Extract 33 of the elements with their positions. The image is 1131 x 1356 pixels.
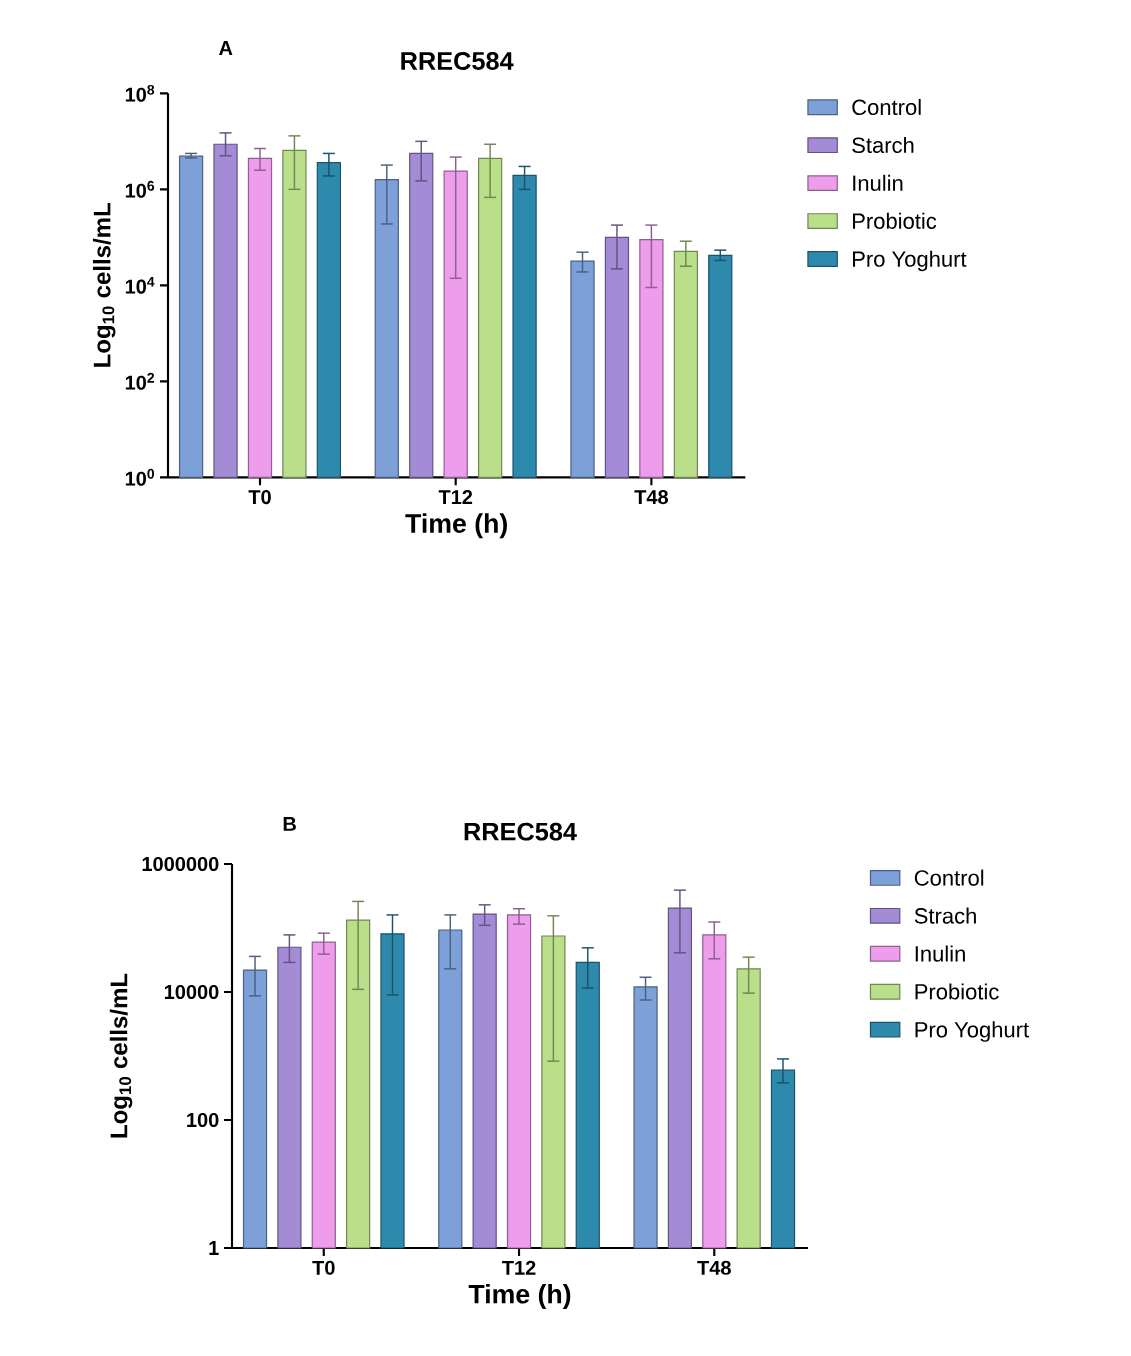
y-tick-label: 100	[187, 1112, 219, 1128]
text: A	[219, 41, 233, 55]
x-tick-label: T0	[312, 1260, 335, 1275]
legend-label: Probiotic	[853, 212, 937, 229]
x-axis-title: Time (h)	[468, 1284, 571, 1309]
y-tick-label: 10$^{4}$	[126, 276, 155, 294]
x-tick-label: T12	[502, 1260, 536, 1275]
legend-label: Probiotic	[915, 983, 999, 1000]
x-axis-title: Time (h)	[405, 513, 508, 539]
legend-label: Strach	[914, 907, 977, 924]
legend-label: Control	[852, 98, 921, 116]
x-tick-label: T48	[697, 1260, 732, 1275]
legend-label: Pro Yoghurt	[853, 250, 967, 272]
legend-label: Inulin	[853, 174, 903, 191]
x-tick-label: T0	[248, 490, 271, 505]
legend-label: Starch	[852, 136, 914, 154]
legend-label: Inulin	[915, 945, 966, 962]
legend-label: Pro Yoghurt	[915, 1021, 1030, 1042]
y-tick-label: 10$^{0}$	[126, 468, 155, 486]
text: B	[283, 817, 297, 831]
y-tick-label: 10$^{8}$	[126, 84, 155, 102]
y-axis-title: Log$_{10}$ cells/mL	[109, 973, 133, 1138]
chart-title: RREC584	[401, 52, 514, 70]
chart-title: RREC584	[464, 822, 578, 841]
y-tick-label: 10000	[165, 984, 219, 1000]
y-tick-label: 10$^{2}$	[126, 372, 155, 390]
x-tick-label: T12	[438, 490, 473, 504]
x-tick-label: T48	[634, 490, 669, 505]
y-tick-label: 1000000	[142, 856, 219, 872]
y-tick-label: 1	[209, 1241, 219, 1255]
legend-label: Control	[915, 869, 984, 886]
y-tick-label: 10$^{6}$	[126, 180, 155, 198]
y-axis-title: Log$_{10}$ cells/mL	[93, 203, 116, 367]
